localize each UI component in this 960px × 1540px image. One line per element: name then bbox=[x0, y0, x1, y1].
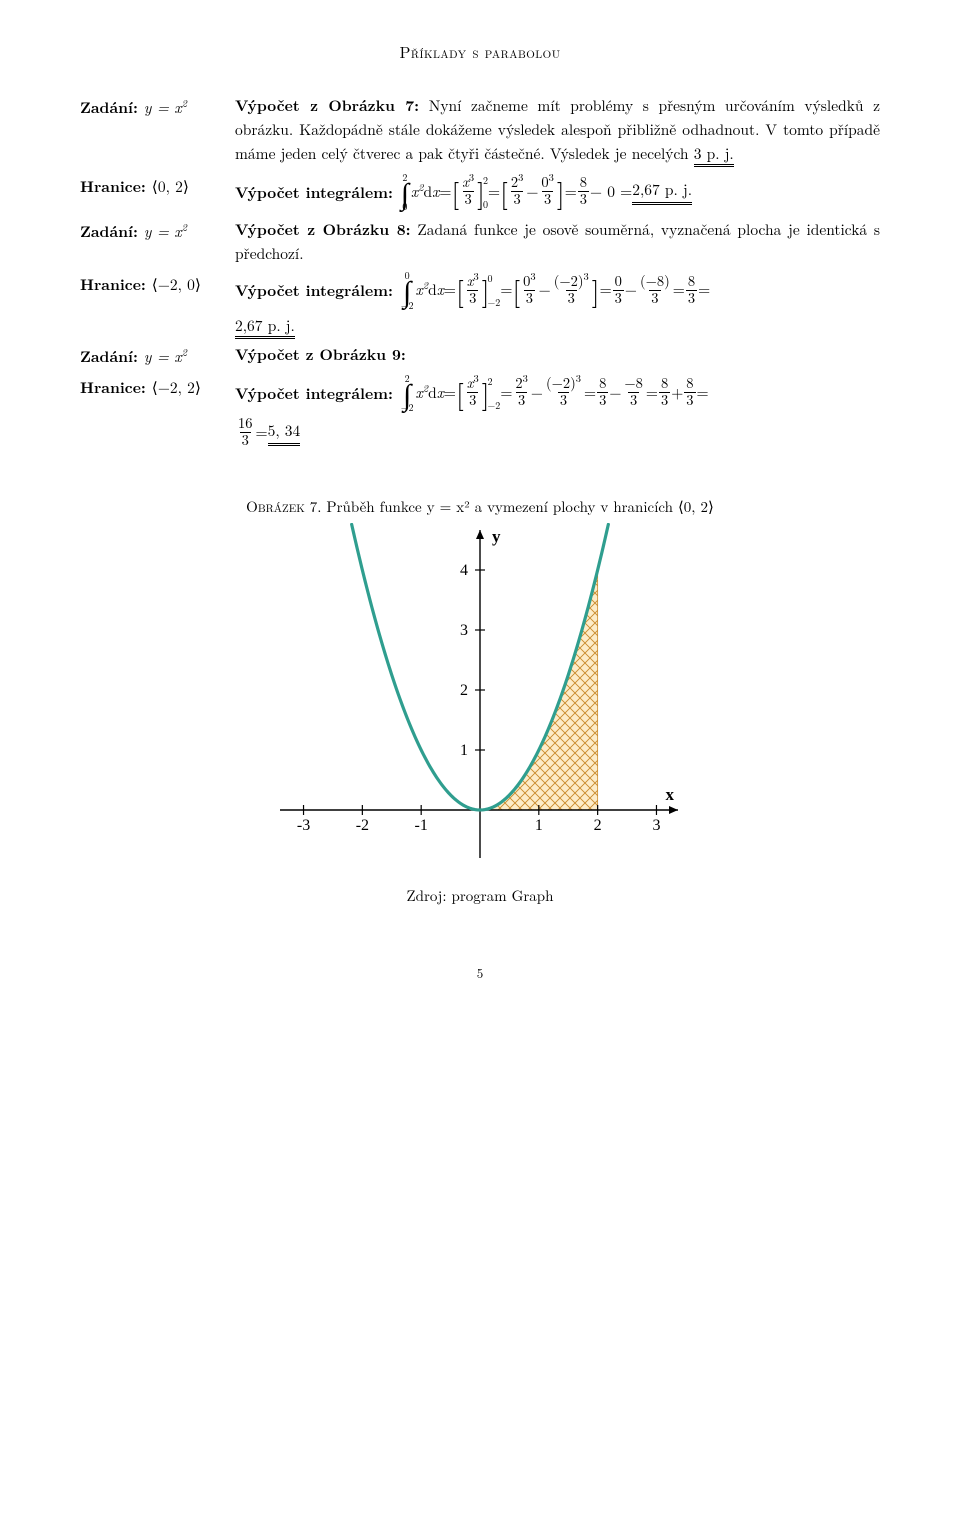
para-2: Výpočet z Obrázku 8: Zadaná funkce je os… bbox=[235, 217, 880, 266]
integral-3-tail: 163 = 5, 34 bbox=[235, 416, 880, 449]
assignment-1-label: Zadání: y = x2 bbox=[80, 93, 235, 120]
bounds-1-label: Hranice: ⟨0, 2⟩ bbox=[80, 172, 235, 199]
svg-text:2: 2 bbox=[460, 682, 468, 699]
integral-2-tail: 2,67 p. j. bbox=[235, 314, 880, 338]
bounds-2-label: Hranice: ⟨−2, 0⟩ bbox=[80, 270, 235, 297]
svg-text:1: 1 bbox=[535, 817, 543, 834]
bounds-3-label: Hranice: ⟨−2, 2⟩ bbox=[80, 373, 235, 400]
para-3: Výpočet z Obrázku 9: bbox=[235, 342, 880, 367]
integral-2: Výpočet integrálem: 0 ∫ −2 x2 dx = [ x33… bbox=[235, 270, 880, 310]
svg-text:1: 1 bbox=[460, 742, 468, 759]
svg-text:3: 3 bbox=[652, 817, 660, 834]
svg-text:x: x bbox=[666, 785, 675, 804]
page-number: 5 bbox=[80, 963, 880, 983]
figure-source: Zdroj: program Graph bbox=[80, 884, 880, 907]
integral-1: Výpočet integrálem: 2 ∫ 0 x2 dx = [ x33 … bbox=[235, 172, 880, 212]
svg-text:4: 4 bbox=[460, 562, 468, 579]
svg-text:y: y bbox=[492, 527, 501, 546]
figure-graph: -3 -2 -1 1 2 3 1 2 3 4 y x bbox=[80, 523, 880, 870]
svg-text:-3: -3 bbox=[297, 817, 310, 834]
svg-text:2: 2 bbox=[594, 817, 602, 834]
section-title: Příklady s parabolou bbox=[80, 40, 880, 65]
svg-text:-1: -1 bbox=[415, 817, 428, 834]
assignment-2-label: Zadání: y = x2 bbox=[80, 217, 235, 244]
svg-text:-2: -2 bbox=[356, 817, 369, 834]
figure-caption: Obrázek 7. Průběh funkce y = x² a vymeze… bbox=[80, 495, 880, 518]
assignment-3-label: Zadání: y = x2 bbox=[80, 342, 235, 369]
para-1: Výpočet z Obrázku 7: Nyní začneme mít pr… bbox=[235, 93, 880, 166]
integral-3: Výpočet integrálem: 2 ∫ −2 x2 dx = [ x33… bbox=[235, 373, 880, 413]
svg-text:3: 3 bbox=[460, 622, 468, 639]
